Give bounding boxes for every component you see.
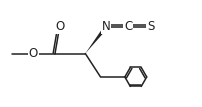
Text: N: N xyxy=(101,20,110,33)
Text: O: O xyxy=(55,20,64,33)
Text: O: O xyxy=(28,47,38,60)
Text: C: C xyxy=(123,20,132,33)
Text: S: S xyxy=(146,20,154,33)
Polygon shape xyxy=(85,26,107,54)
